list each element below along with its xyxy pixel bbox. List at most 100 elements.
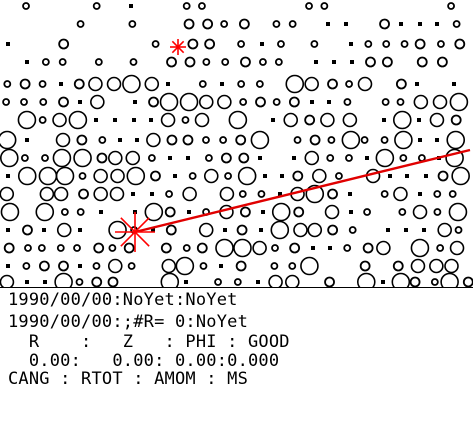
hit-dot [168, 156, 172, 160]
hit-circle [414, 38, 426, 50]
hit-circle [454, 38, 466, 50]
hit-dot [258, 156, 262, 160]
hit-circle [324, 204, 340, 220]
hit-circle [228, 110, 248, 130]
hit-dot [260, 42, 264, 46]
hit-circle [238, 152, 250, 164]
hit-dot [350, 60, 354, 64]
hit-circle [320, 112, 335, 128]
hit-circle [3, 242, 15, 254]
hit-circle [68, 110, 88, 130]
hit-dot [6, 42, 10, 46]
hit-circle [194, 112, 210, 128]
hit-circle [398, 208, 407, 216]
hit-circle [432, 94, 448, 110]
hit-circle [255, 80, 264, 88]
hit-dot [348, 192, 352, 196]
hit-dot [59, 82, 63, 86]
hit-circle [144, 202, 164, 222]
hit-circle [165, 224, 177, 236]
hit-circle [0, 202, 20, 222]
hit-circle [198, 80, 207, 88]
hit-circle [188, 172, 197, 180]
hit-dot [328, 246, 332, 250]
hit-dot [344, 22, 348, 26]
hit-dot [418, 192, 422, 196]
hit-dot [133, 100, 137, 104]
hit-circle [219, 136, 228, 144]
hit-circle [446, 130, 466, 150]
hit-circle [437, 222, 452, 238]
hit-circle [293, 222, 308, 238]
hit-circle [429, 112, 445, 128]
hit-circle [440, 272, 459, 287]
hit-circle [125, 150, 141, 166]
hit-circle [202, 58, 211, 66]
hit-circle [255, 96, 266, 108]
hit-dot [386, 228, 390, 232]
hit-circle [444, 258, 459, 274]
hit-circle [454, 226, 463, 234]
hit-circle [412, 204, 428, 220]
hit-circle [160, 112, 176, 128]
hit-dot [349, 210, 353, 214]
hit-circle [257, 190, 266, 198]
hit-dot [278, 192, 282, 196]
hit-circle [327, 136, 336, 144]
hit-circle [292, 170, 304, 182]
hit-circle [236, 224, 248, 236]
hit-circle [235, 134, 247, 146]
hit-circle [17, 166, 37, 186]
hit-dot [43, 280, 47, 284]
hit-circle [365, 56, 376, 68]
hit-dot [132, 118, 136, 122]
hit-circle [198, 2, 206, 10]
hit-circle [304, 150, 320, 166]
hit-circle [182, 2, 191, 10]
hit-circle [436, 56, 448, 68]
hit-circle [437, 40, 445, 48]
hit-circle [394, 130, 413, 150]
event-display-canvas[interactable] [0, 0, 473, 287]
hit-circle [198, 222, 214, 238]
hit-dot [151, 228, 155, 232]
hit-circle [310, 40, 319, 48]
hit-circle [215, 238, 234, 258]
hit-dot [25, 280, 29, 284]
hit-circle [148, 96, 159, 108]
hit-dot [382, 118, 386, 122]
hit-dot [424, 174, 428, 178]
hit-circle [342, 112, 358, 128]
hit-circle [21, 154, 29, 162]
hit-circle [0, 274, 15, 287]
hit-circle [107, 258, 123, 274]
hit-circle [60, 208, 69, 216]
hit-dot [314, 60, 318, 64]
hit-circle [379, 18, 390, 30]
hit-circle [320, 2, 329, 10]
hit-circle [202, 136, 210, 144]
hit-circle [237, 166, 257, 186]
hit-circle [449, 240, 465, 256]
hit-circle [450, 114, 462, 126]
hit-dot [259, 228, 263, 232]
hit-circle [0, 186, 15, 202]
hit-circle [165, 190, 173, 198]
hit-circle [307, 222, 323, 238]
hit-dot [78, 100, 82, 104]
hit-circle [20, 98, 28, 106]
hit-circle [238, 190, 247, 198]
hit-circle [150, 170, 161, 182]
hit-circle [327, 224, 339, 236]
hit-circle [196, 242, 208, 254]
hit-dot [173, 174, 177, 178]
hit-dot [280, 174, 284, 178]
hit-circle [400, 40, 409, 48]
hit-circle [451, 166, 470, 186]
hit-dot [186, 156, 190, 160]
hit-circle [123, 242, 135, 254]
hit-dot [292, 156, 296, 160]
hit-circle [271, 202, 291, 222]
hit-circle [202, 18, 214, 30]
hit-circle [144, 76, 160, 92]
